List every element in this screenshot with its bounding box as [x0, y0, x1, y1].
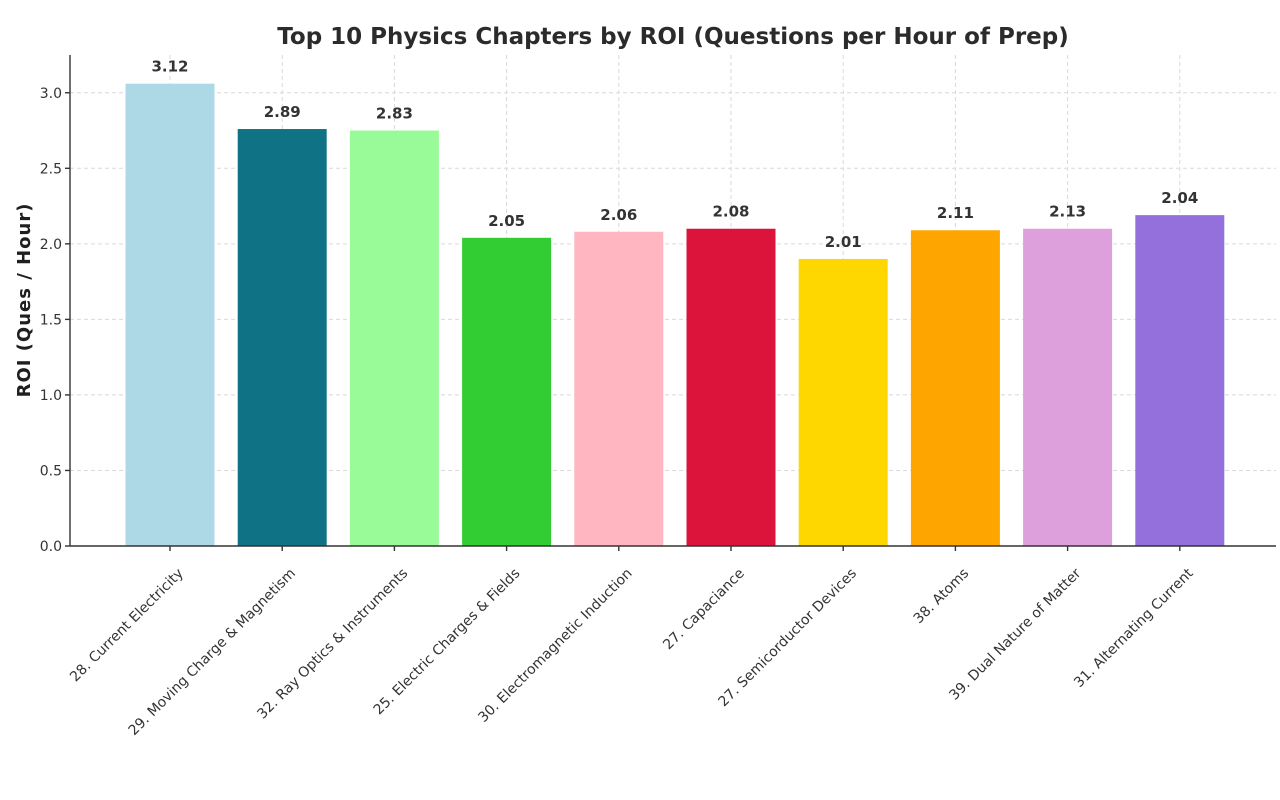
bar-value-label: 2.06	[600, 206, 637, 224]
x-tick-label: 38. Atoms	[911, 566, 973, 628]
bar-value-label: 2.05	[488, 212, 525, 230]
bar	[910, 230, 1000, 546]
bar-layer	[125, 83, 1225, 547]
y-axis-label: ROI (Ques / Hour)	[14, 203, 35, 398]
bar	[798, 258, 888, 546]
x-tick-label: 28. Current Electricity	[67, 566, 187, 686]
y-tick-label: 1.5	[40, 312, 62, 328]
chart-title: Top 10 Physics Chapters by ROI (Question…	[277, 24, 1068, 50]
bar-value-label: 2.83	[376, 105, 413, 123]
bar	[1023, 228, 1113, 546]
bar-value-label: 2.13	[1049, 203, 1086, 221]
x-tick-label: 39. Dual Nature of Matter	[946, 565, 1084, 703]
bar-value-label: 2.11	[937, 204, 974, 222]
axis-layer	[65, 55, 1276, 551]
y-tick-label: 2.5	[40, 161, 62, 177]
bar-value-label: 2.04	[1161, 189, 1198, 207]
x-tick-label: 27. Capaciance	[660, 566, 748, 654]
y-tick-label: 0.0	[40, 539, 62, 555]
y-tick-label: 0.5	[40, 463, 62, 479]
bar	[686, 228, 776, 546]
bar-value-label: 2.01	[825, 233, 862, 251]
bar	[125, 83, 215, 546]
x-tick-label: 31. Alternating Current	[1071, 565, 1197, 691]
bar	[462, 237, 552, 546]
bar-value-label: 2.08	[712, 203, 749, 221]
bar-value-label: 2.89	[264, 103, 301, 121]
bar-value-label: 3.12	[151, 58, 188, 76]
y-tick-label: 3.0	[40, 86, 62, 102]
y-tick-label: 1.0	[40, 388, 62, 404]
bar	[574, 231, 664, 546]
bar	[1135, 215, 1225, 546]
y-tick-label: 2.0	[40, 237, 62, 253]
bar	[349, 130, 439, 547]
bar	[237, 129, 327, 546]
